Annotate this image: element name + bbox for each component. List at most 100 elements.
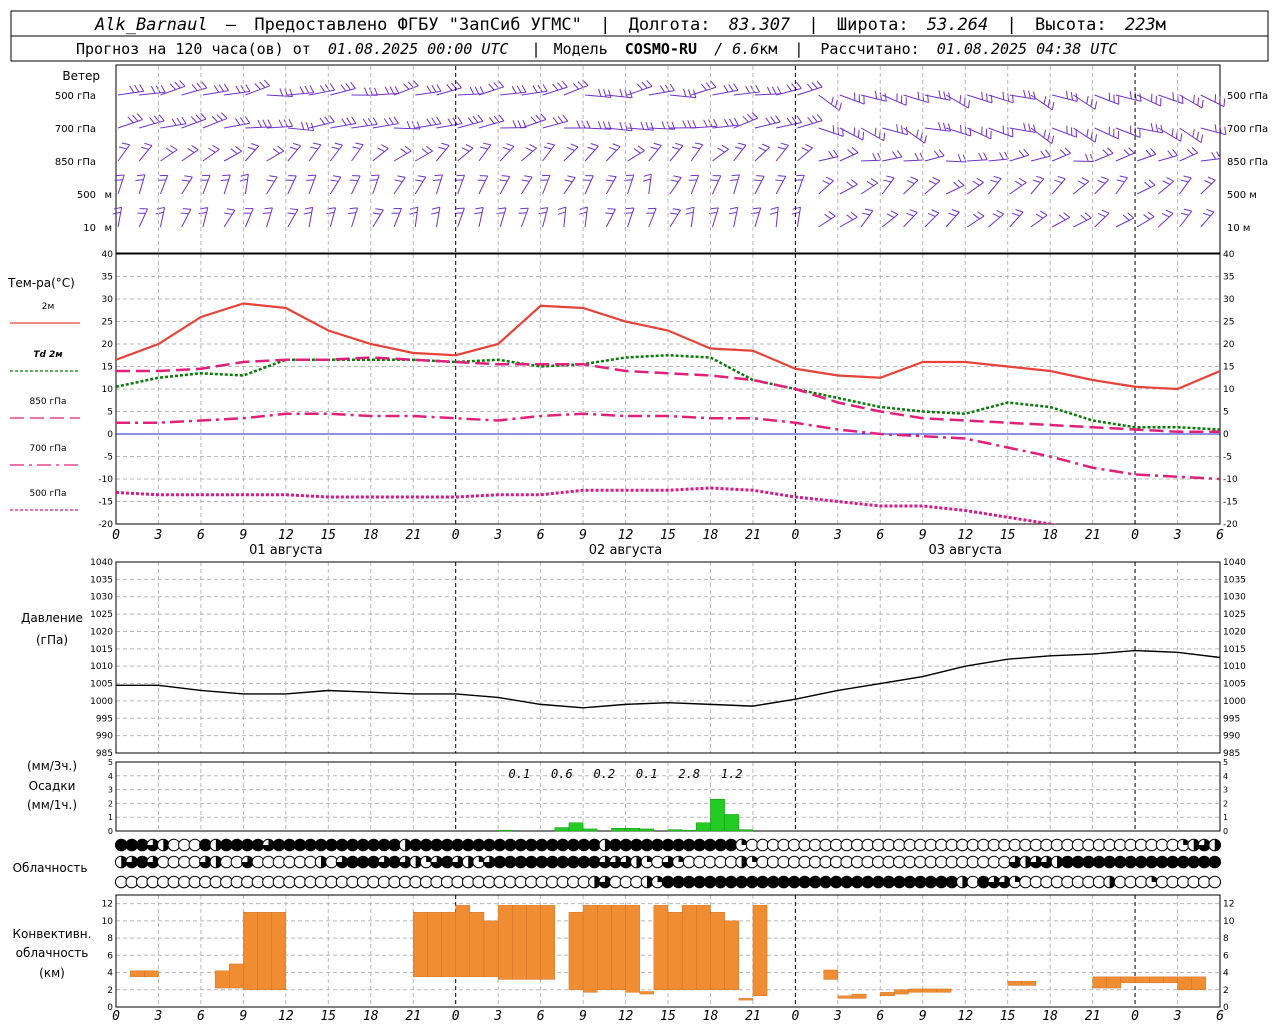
wind-barb-feather [1197,97,1200,106]
temp-series-line-2 [116,356,1220,433]
wind-barb [563,85,589,96]
cloud-cover-fill [683,839,695,851]
wind-barb-feather [218,84,225,92]
wind-barb-feather [540,113,547,120]
precip-total-label: 0.1 [509,767,531,781]
y-tick-label-right: 25 [1223,318,1234,328]
wind-barb [542,120,568,129]
wind-barb [860,210,874,228]
wind-barb-feather [431,206,441,210]
wind-barb-feather [310,146,319,150]
wind-barb-feather [920,132,923,141]
wind-barb-feather [1097,179,1106,184]
wind-barb [372,93,399,96]
wind-barb-feather [577,81,584,88]
cloud-cover-fill [215,856,222,868]
cloud-cover-fill [504,856,517,868]
conv-title-line2: облачность [16,946,89,960]
wind-barb-feather [640,121,644,130]
wind-barb-feather [826,176,834,182]
cloud-cover-fill [1156,856,1168,868]
wind-barb [585,94,612,98]
wind-barb-feather [535,114,542,122]
wind-barb-feather [972,213,981,220]
wind-barb-feather [947,123,952,132]
wind-barb-feather [847,148,854,156]
wind-barb [945,211,960,228]
wind-barb [159,207,166,228]
wind-barb-feather [683,88,687,97]
wind-barb-feather [369,87,373,96]
wind-barb-feather [1100,176,1109,181]
cloud-cover-symbol [998,855,1011,869]
wind-barb-feather [688,89,692,98]
cloud-cover-fill [851,876,864,888]
wind-barb-feather [692,120,697,128]
hour-tick-label: 3 [154,1009,163,1024]
wind-barb-feather [1192,128,1195,138]
wind-barb-feather [558,206,567,210]
hour-tick-label: 18 [703,1009,719,1024]
cloud-cover-symbol [1071,838,1085,852]
wind-barb-feather [127,116,134,124]
hour-tick-label: 6 [537,528,545,543]
wind-barb-feather [303,211,312,215]
wind-barb-feather [943,91,946,100]
temp-legend-label: 700 гПа [29,444,66,454]
wind-level-label-left: 850 гПа [55,157,96,168]
wind-barb-feather [425,145,433,152]
conv-cloud-bar [427,912,442,978]
wind-barb-feather [493,115,500,123]
cloud-cover-fill [163,839,170,851]
wind-barb-feather [992,213,1001,218]
wind-barb-feather [1207,176,1216,181]
wind-barb-feather [883,179,892,183]
wind-barb-feather [129,85,135,93]
hour-tick-label: 6 [197,528,205,543]
cloud-cover-fill [693,876,706,888]
wind-barb [266,125,293,129]
alt-value: 223 [1125,15,1156,35]
wind-barb-feather [212,144,220,150]
wind-barb-feather [426,118,432,126]
wind-barb-feather [625,174,634,177]
wind-barb-feather [263,79,271,87]
wind-barb-feather [861,212,870,216]
y-tick-label-right: -20 [1223,520,1238,530]
wind-barb-feather [914,152,919,161]
wind-barb [1073,94,1096,110]
precip-bar [667,829,683,832]
cloud-cover-fill [336,856,348,868]
wind-barb [266,176,278,195]
wind-barb [1030,155,1051,162]
wind-barb-feather [1054,179,1063,184]
wind-barb-feather [1219,96,1221,105]
wind-barb-feather [375,208,384,211]
wind-barb [1030,178,1045,195]
cloud-cover-fill [357,856,369,868]
wind-barb-feather [262,212,272,214]
wind-barb-feather [1180,133,1183,142]
precip-title: Осадки [29,779,76,793]
wind-barb-feather [351,116,357,124]
cloud-cover-symbol [346,875,359,889]
wind-barb-feather [564,179,573,183]
wind-barb-feather [136,113,143,120]
wind-barb [1136,184,1156,195]
cloud-cover-symbol [1082,875,1095,889]
wind-barb-feather [1147,211,1155,218]
cloud-cover-fill [1151,876,1158,882]
wind-barb [669,94,696,99]
conv-cloud-bar [922,988,938,993]
hour-tick-label: 3 [833,528,842,543]
y-tick-label-right: 5 [1223,758,1228,767]
wind-barb-feather [367,117,373,126]
wind-barb-feather [1051,101,1055,110]
cloud-cover-fill [914,876,927,888]
y-tick-label-right: 1010 [1223,662,1246,672]
wind-barb [839,127,864,141]
conv-panel-frame [115,894,1221,1008]
wind-barb-feather [1134,92,1137,101]
cloud-cover-fill [315,839,327,851]
wind-barb [521,119,547,129]
